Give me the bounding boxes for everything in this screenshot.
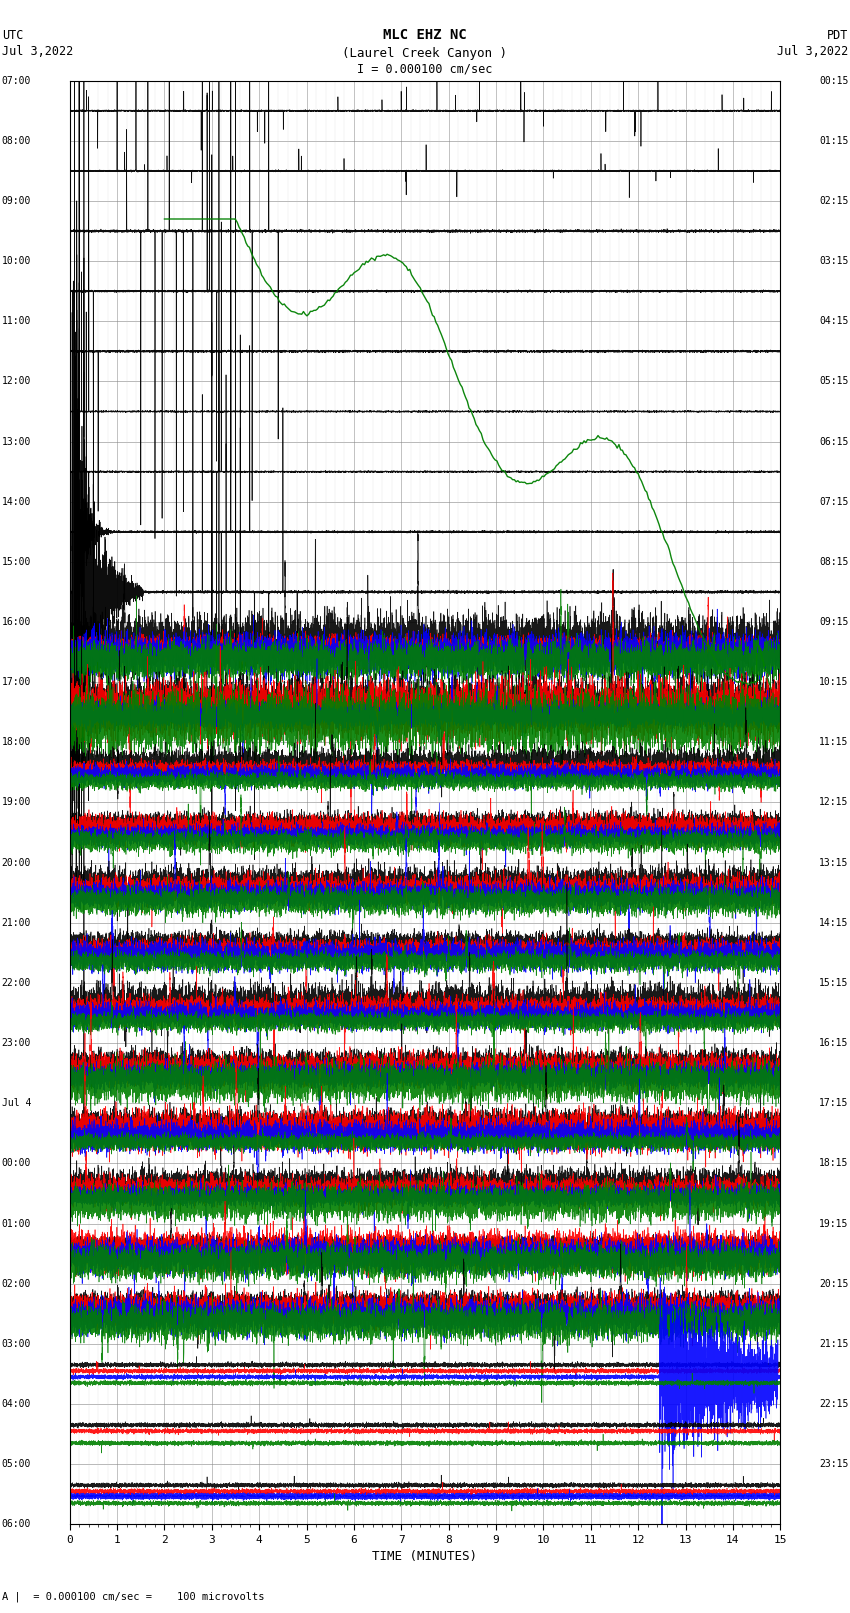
Text: MLC EHZ NC: MLC EHZ NC [383,29,467,42]
Text: PDT: PDT [827,29,848,42]
Text: 21:00: 21:00 [2,918,31,927]
Text: 21:15: 21:15 [819,1339,848,1348]
Text: 05:00: 05:00 [2,1460,31,1469]
Text: 19:15: 19:15 [819,1218,848,1229]
Text: 09:15: 09:15 [819,618,848,627]
Text: 18:15: 18:15 [819,1158,848,1168]
Text: A |  = 0.000100 cm/sec =    100 microvolts: A | = 0.000100 cm/sec = 100 microvolts [2,1592,264,1602]
Text: 22:15: 22:15 [819,1398,848,1410]
Text: 05:15: 05:15 [819,376,848,387]
Text: 12:00: 12:00 [2,376,31,387]
Text: Jul 3,2022: Jul 3,2022 [777,45,848,58]
Text: 08:00: 08:00 [2,135,31,145]
Text: 01:15: 01:15 [819,135,848,145]
Text: 06:00: 06:00 [2,1519,31,1529]
Text: 17:15: 17:15 [819,1098,848,1108]
Text: (Laurel Creek Canyon ): (Laurel Creek Canyon ) [343,47,507,60]
Text: 07:15: 07:15 [819,497,848,506]
Text: 10:00: 10:00 [2,256,31,266]
Text: Jul 3,2022: Jul 3,2022 [2,45,73,58]
Text: 03:15: 03:15 [819,256,848,266]
Text: 07:00: 07:00 [2,76,31,85]
Text: 02:00: 02:00 [2,1279,31,1289]
Text: 20:00: 20:00 [2,858,31,868]
Text: UTC: UTC [2,29,23,42]
Text: 09:00: 09:00 [2,195,31,206]
Text: 15:00: 15:00 [2,556,31,566]
Text: Jul 4: Jul 4 [2,1098,31,1108]
Text: 23:15: 23:15 [819,1460,848,1469]
Text: 02:15: 02:15 [819,195,848,206]
X-axis label: TIME (MINUTES): TIME (MINUTES) [372,1550,478,1563]
Text: 04:00: 04:00 [2,1398,31,1410]
Text: 12:15: 12:15 [819,797,848,808]
Text: I = 0.000100 cm/sec: I = 0.000100 cm/sec [357,63,493,76]
Text: 15:15: 15:15 [819,977,848,987]
Text: 18:00: 18:00 [2,737,31,747]
Text: 14:00: 14:00 [2,497,31,506]
Text: 01:00: 01:00 [2,1218,31,1229]
Text: 10:15: 10:15 [819,677,848,687]
Text: 17:00: 17:00 [2,677,31,687]
Text: 13:15: 13:15 [819,858,848,868]
Text: 11:15: 11:15 [819,737,848,747]
Text: 16:00: 16:00 [2,618,31,627]
Text: 16:15: 16:15 [819,1039,848,1048]
Text: 11:00: 11:00 [2,316,31,326]
Text: 00:15: 00:15 [819,76,848,85]
Text: 03:00: 03:00 [2,1339,31,1348]
Text: 19:00: 19:00 [2,797,31,808]
Text: 23:00: 23:00 [2,1039,31,1048]
Text: 04:15: 04:15 [819,316,848,326]
Text: 00:00: 00:00 [2,1158,31,1168]
Text: 14:15: 14:15 [819,918,848,927]
Text: 06:15: 06:15 [819,437,848,447]
Text: 22:00: 22:00 [2,977,31,987]
Text: 13:00: 13:00 [2,437,31,447]
Text: 20:15: 20:15 [819,1279,848,1289]
Text: 08:15: 08:15 [819,556,848,566]
